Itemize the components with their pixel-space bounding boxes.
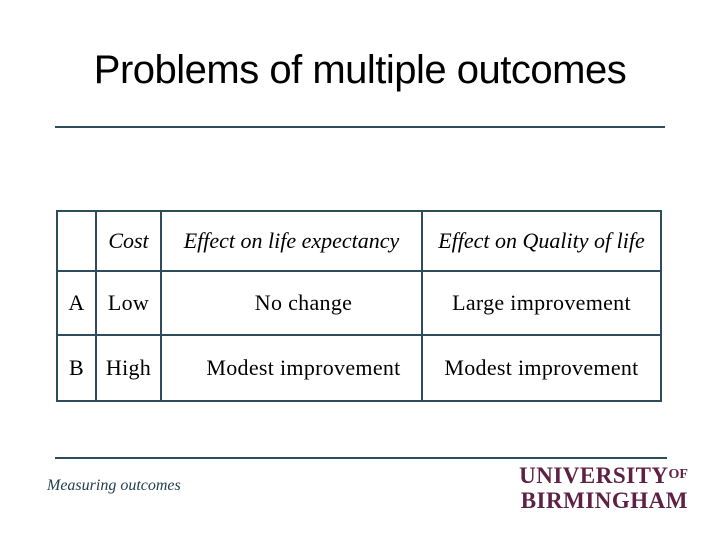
footer-divider-line (55, 457, 667, 459)
row-b-id: B (56, 334, 97, 402)
header-cell-life-expectancy: Effect on life expectancy (160, 210, 423, 272)
row-b-cost: High (95, 334, 162, 402)
logo-university-text: UNIVERSITY (519, 463, 669, 488)
slide-title: Problems of multiple outcomes (93, 48, 627, 92)
university-of-birmingham-logo: UNIVERSITYOF BIRMINGHAM (519, 463, 688, 513)
row-a-id: A (56, 270, 97, 336)
footer-note: Measuring outcomes (47, 477, 181, 494)
title-divider-line (55, 126, 665, 128)
logo-birmingham-text: BIRMINGHAM (520, 488, 688, 513)
row-b-life-expectancy: Modest improvement (160, 334, 423, 402)
logo-of-text: OF (668, 467, 688, 482)
table-header-row: Cost Effect on life expectancy Effect on… (56, 210, 662, 272)
row-a-life-expectancy: No change (160, 270, 423, 336)
row-a-cost: Low (95, 270, 162, 336)
header-cell-quality-of-life: Effect on Quality of life (421, 210, 662, 272)
header-cell-blank (56, 210, 97, 272)
outcomes-table: Cost Effect on life expectancy Effect on… (56, 210, 662, 402)
table-row-a: A Low No change Large improvement (56, 270, 662, 336)
row-a-quality-of-life: Large improvement (421, 270, 662, 336)
table-row-b: B High Modest improvement Modest improve… (56, 334, 662, 402)
row-b-quality-of-life: Modest improvement (421, 334, 662, 402)
header-cell-cost: Cost (95, 210, 162, 272)
logo-line1: UNIVERSITYOF (519, 463, 688, 490)
